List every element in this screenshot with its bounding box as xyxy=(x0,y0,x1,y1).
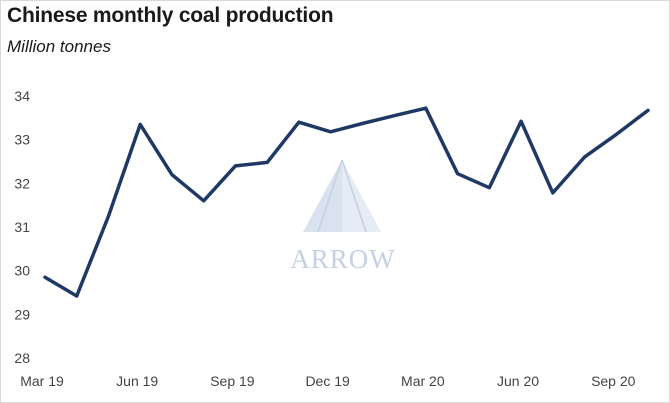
y-tick-label: 28 xyxy=(14,350,30,366)
series-line xyxy=(43,106,650,298)
y-tick-label: 31 xyxy=(14,219,30,235)
arrow-watermark-logo: ARROW xyxy=(290,159,396,274)
chart-subtitle: Million tonnes xyxy=(7,37,111,56)
x-tick-label: Dec 19 xyxy=(305,373,350,389)
x-tick-label: Sep 19 xyxy=(210,373,255,389)
y-tick-label: 34 xyxy=(14,88,30,104)
watermark-text: ARROW xyxy=(290,244,396,274)
y-tick-label: 30 xyxy=(14,263,30,279)
y-tick-label: 32 xyxy=(14,175,30,191)
x-tick-label: Mar 20 xyxy=(401,373,445,389)
chart-title: Chinese monthly coal production xyxy=(7,4,334,27)
y-tick-label: 29 xyxy=(14,306,30,322)
x-tick-label: Jun 19 xyxy=(116,373,158,389)
y-tick-label: 33 xyxy=(14,132,30,148)
x-tick-label: Sep 20 xyxy=(591,373,636,389)
x-tick-label: Mar 19 xyxy=(20,373,64,389)
x-tick-label: Jun 20 xyxy=(497,373,539,389)
